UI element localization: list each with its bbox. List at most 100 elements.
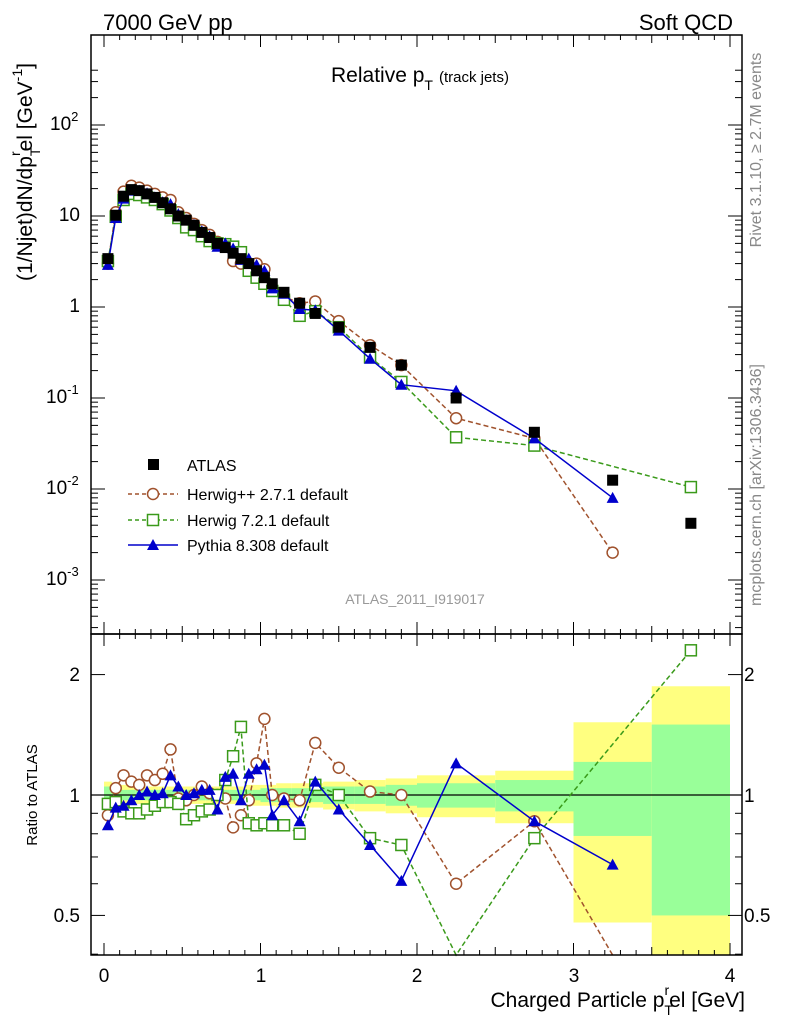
ratio-pythia-8-308-default-point [277, 794, 290, 806]
ratio-pythia-8-308-default-point [203, 783, 216, 795]
axes-frames [90, 34, 743, 956]
y-tick-label-1e-2: 10-2 [46, 473, 79, 499]
legend-entry-herwig7: Herwig 7.2.1 default [128, 513, 330, 530]
main-atlas-point [102, 253, 114, 265]
main-atlas-point [450, 392, 462, 404]
main-atlas-point [204, 232, 216, 244]
legend-label-herwig7: Herwig 7.2.1 default [187, 513, 330, 530]
main-atlas-point [196, 226, 208, 238]
rivet-version-label: Rivet 3.1.10, ≥ 2.7M events [748, 53, 765, 248]
analysis-id-label: ATLAS_2011_I919017 [345, 591, 485, 607]
x-tick-label-4: 4 [725, 966, 736, 987]
ratio-herwig-2-7-1-default-point [395, 788, 408, 802]
main-atlas-point [180, 214, 192, 226]
main-herwig-7-2-1-default-point [684, 480, 698, 494]
x-tick-labels: 0 1 2 3 4 [99, 966, 736, 987]
main-atlas-point [157, 197, 169, 209]
header-energy: 7000 GeV pp [103, 10, 233, 35]
ratio-left-tick-1: 1 [69, 786, 80, 807]
ratio-herwig-7-2-1-default-point [265, 819, 279, 832]
main-atlas-point [395, 359, 407, 371]
ratio-herwig-2-7-1-default-point [363, 785, 377, 798]
ratio-herwig-2-7-1-default-point [109, 781, 122, 795]
ratio-left-tick-2: 2 [69, 665, 80, 686]
ratio-pythia-8-308-default-point [187, 787, 200, 799]
ratio-right-tick-2: 2 [744, 665, 755, 686]
main-atlas-point [211, 237, 223, 249]
y-tick-label-1e-3: 10-3 [46, 564, 79, 590]
ratio-herwig-7-2-1-default-point [172, 797, 185, 811]
ratio-pythia-8-308-default-point [332, 803, 345, 815]
ratio-right-tick-1: 1 [744, 786, 755, 807]
main-atlas-point [219, 242, 231, 254]
ratio-herwig-7-2-1-default-point [395, 838, 408, 852]
main-atlas-point [333, 321, 345, 333]
ratio-pythia-8-308-default-point [309, 775, 322, 787]
legend-label-herwigpp: Herwig++ 2.7.1 default [187, 487, 349, 504]
ratio-pythia-8-308-default-point [141, 785, 154, 797]
ratio-pythia-8-308-default-point [164, 769, 177, 781]
ratio-herwig-7-2-1-default-point [528, 831, 541, 845]
legend-marker-pythia [147, 539, 159, 550]
legend-marker-herwig7 [146, 513, 160, 527]
ratio-pythia-8-308-default-point [266, 809, 279, 821]
ratio-y-axis-label: Ratio to ATLAS [24, 744, 41, 845]
main-atlas-point [165, 203, 177, 215]
mcplots-reference-label: mcplots.cern.ch [arXiv:1306.3436] [748, 364, 765, 606]
main-atlas-point [258, 272, 270, 284]
main-atlas-point [528, 426, 540, 438]
main-herwig-2-7-1-default-point [449, 411, 463, 425]
main-pythia-8-308-default-point [364, 352, 377, 364]
legend-entry-herwigpp: Herwig++ 2.7.1 default [128, 487, 349, 504]
ratio-herwig-2-7-1-default-point [226, 821, 240, 834]
legend-marker-atlas [148, 459, 159, 470]
main-title: Relative pT (track jets) [331, 64, 509, 93]
main-atlas-point [243, 258, 255, 270]
ratio-herwig-7-2-1-default-point [293, 827, 306, 841]
ratio-pythia-8-308-default-point [172, 780, 185, 792]
ratio-y-tick-labels: 0.5 1 2 0.5 1 2 [54, 665, 771, 927]
ratio-pythia-8-308-default-point [242, 767, 255, 779]
ratio-herwig-7-2-1-default-point [684, 644, 698, 657]
main-atlas-point [685, 517, 697, 529]
main-herwig-7-2-1-default-point [449, 431, 463, 444]
ratio-pythia-8-308-default-point [125, 794, 138, 806]
ratio-herwig-2-7-1-default-point [132, 778, 146, 792]
main-atlas-point [172, 210, 184, 222]
main-pythia-8-308-default-point [606, 491, 619, 503]
ratio-right-tick-0.5: 0.5 [744, 906, 770, 927]
ratio-herwig-7-2-1-default-point [234, 720, 248, 734]
main-atlas-point [118, 190, 130, 202]
ratio-pythia-8-308-default-point [219, 770, 232, 782]
ratio-pythia-8-308-default-point [293, 815, 306, 827]
ratio-pythia-8-308-default-point [156, 787, 169, 799]
ratio-pythia-8-308-default-point [101, 819, 114, 831]
main-atlas-point [110, 209, 122, 221]
ratio-herwig-7-2-1-default-point [277, 819, 291, 832]
ratio-pythia-8-308-default-point [117, 799, 130, 811]
main-pythia-8-308-default-point [101, 258, 114, 270]
main-pythia-8-308-default-point [395, 378, 408, 390]
y-tick-label-1e-1: 10-1 [46, 382, 79, 408]
ratio-pythia-8-308-default-point [450, 757, 463, 769]
main-atlas-point [266, 278, 278, 290]
main-herwig-2-7-1-default-line [107, 184, 614, 554]
main-atlas-point [188, 219, 200, 231]
main-atlas-point [149, 191, 161, 203]
ratio-pythia-8-308-default-point [250, 763, 263, 775]
main-y-axis-label: (1/Njet)dN/dpTrel [GeV-1] [7, 63, 43, 281]
main-atlas-point [125, 184, 137, 196]
ratio-pythia-8-308-default-point [395, 874, 408, 886]
main-atlas-point [235, 253, 247, 265]
green-band-bin [573, 761, 652, 836]
x-tick-label-1: 1 [256, 966, 267, 987]
main-atlas-point [278, 286, 290, 298]
x-tick-label-0: 0 [99, 966, 110, 987]
y-tick-label-1e2: 102 [50, 109, 78, 135]
ratio-left-tick-0.5: 0.5 [54, 906, 80, 927]
x-tick-label-3: 3 [569, 966, 580, 987]
main-atlas-point [364, 341, 376, 353]
ratio-series-layer [101, 644, 698, 957]
ratio-pythia-8-308-default-point [258, 758, 271, 770]
